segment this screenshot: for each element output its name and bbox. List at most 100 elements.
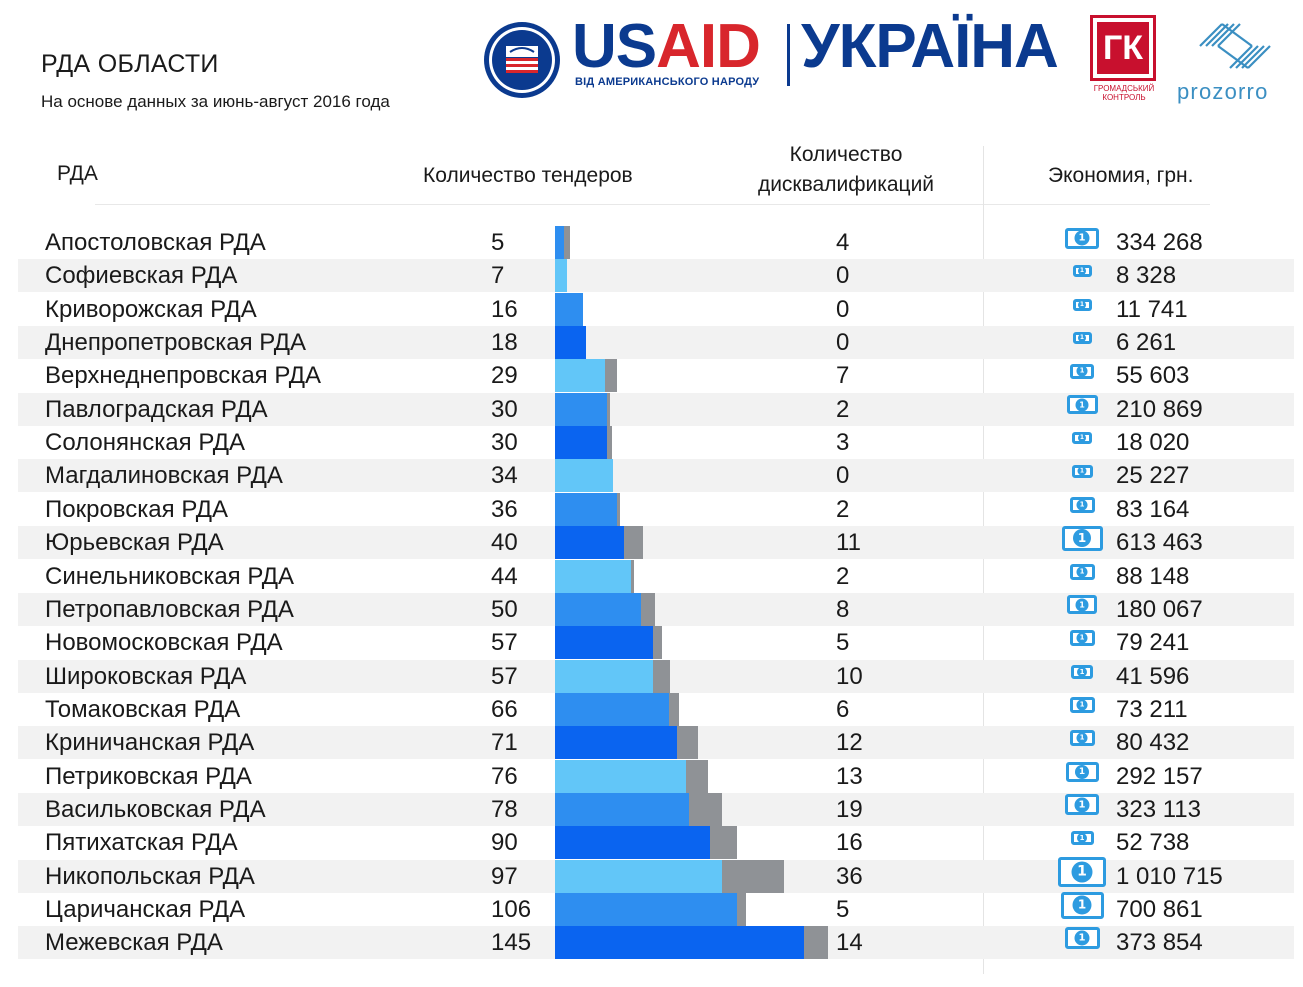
money-bill-icon: 1 <box>1072 298 1092 311</box>
column-header-disqualifications-line2: дисквалификаций <box>757 173 935 196</box>
disqualifications-count: 2 <box>836 562 850 590</box>
economy-value: 80 432 <box>1116 729 1190 757</box>
coin-icon: 1 <box>1073 529 1091 548</box>
tenders-bar <box>555 826 710 860</box>
economy-value: 373 854 <box>1116 929 1203 957</box>
tenders-bar <box>555 759 686 793</box>
rda-name: Покровская РДА <box>45 495 228 523</box>
disqualifications-count: 12 <box>836 729 863 757</box>
money-bill-icon: 1 <box>1064 927 1100 950</box>
economy-column-divider <box>983 146 984 974</box>
money-bill-icon: 1 <box>1069 696 1095 713</box>
disqualifications-bar <box>563 226 571 259</box>
coin-icon: 1 <box>1075 764 1089 779</box>
disqualifications-count: 2 <box>836 395 850 423</box>
economy-value: 292 157 <box>1116 762 1203 790</box>
disqualifications-bar <box>653 659 671 693</box>
disqualifications-count: 5 <box>836 896 850 923</box>
coin-icon: 1 <box>1074 230 1090 246</box>
rda-name: Петриковская РДА <box>45 762 252 790</box>
disqualifications-bar <box>606 426 612 460</box>
gk-logo: ГК <box>1090 15 1156 81</box>
table-row: Магдалиновская РДА 34 0 1 25 227 <box>18 459 1294 493</box>
page-title: РДА ОБЛАСТИ <box>41 50 219 78</box>
tenders-bar <box>555 459 614 493</box>
economy-value: 25 227 <box>1116 462 1190 490</box>
coin-icon: 1 <box>1074 930 1090 946</box>
tenders-count: 40 <box>491 529 518 557</box>
disqualifications-bar <box>668 692 679 726</box>
economy-value: 18 020 <box>1116 429 1190 457</box>
table-row: Васильковская РДА 78 19 1 323 113 <box>18 792 1294 826</box>
disqualifications-count: 13 <box>836 762 863 790</box>
rda-name: Новомосковская РДА <box>45 629 283 657</box>
rda-name: Апостоловская РДА <box>45 229 266 256</box>
economy-value: 52 738 <box>1116 829 1190 857</box>
disqualifications-count: 36 <box>836 862 863 890</box>
column-header-disqualifications: Количество дисквалификаций <box>746 140 946 200</box>
rda-name: Днепропетровская РДА <box>45 329 306 357</box>
disqualifications-bar <box>641 592 655 626</box>
coin-icon: 1 <box>1076 699 1088 711</box>
table-row: Межевская РДА 145 14 1 373 854 <box>18 926 1294 960</box>
tenders-count: 97 <box>491 862 518 890</box>
tenders-bar <box>555 592 641 626</box>
tenders-count: 66 <box>491 695 518 723</box>
tenders-count: 57 <box>491 662 518 690</box>
tenders-count: 106 <box>491 896 532 923</box>
tenders-count: 44 <box>491 562 518 590</box>
economy-value: 88 148 <box>1116 562 1190 590</box>
disqualifications-count: 7 <box>836 362 850 390</box>
money-bill-icon: 1 <box>1069 730 1095 747</box>
tenders-count: 16 <box>491 295 518 323</box>
tenders-bar <box>555 359 605 393</box>
money-bill-icon: 1 <box>1065 761 1099 782</box>
tenders-bar <box>555 326 586 360</box>
tenders-count: 50 <box>491 595 518 623</box>
column-header-disqualifications-line1: Количество <box>789 143 903 166</box>
column-header-economy: Экономия, грн. <box>1048 164 1194 187</box>
money-bill-icon: 1 <box>1065 794 1099 816</box>
coin-icon: 1 <box>1072 895 1092 915</box>
tenders-count: 71 <box>491 729 518 757</box>
disqualifications-bar <box>606 392 611 426</box>
coin-icon: 1 <box>1078 267 1086 276</box>
rda-name: Петропавловская РДА <box>45 595 294 623</box>
table-row: Верхнеднепровская РДА 29 7 1 55 603 <box>18 359 1294 393</box>
coin-icon: 1 <box>1076 499 1088 511</box>
money-bill-icon: 1 <box>1058 856 1106 887</box>
tenders-count: 34 <box>491 462 518 490</box>
disqualifications-count: 5 <box>836 629 850 657</box>
disqualifications-count: 0 <box>836 295 850 323</box>
header-divider <box>95 204 1210 205</box>
table-row: Софиевская РДА 7 0 1 8 328 <box>18 259 1294 293</box>
table-row: Покровская РДА 36 2 1 83 164 <box>18 492 1294 526</box>
coin-icon: 1 <box>1071 861 1093 883</box>
logo-divider <box>787 24 790 86</box>
disqualifications-count: 16 <box>836 829 863 857</box>
disqualifications-count: 19 <box>836 795 863 823</box>
tenders-count: 5 <box>491 229 505 256</box>
disqualifications-count: 11 <box>836 529 861 557</box>
coin-icon: 1 <box>1075 598 1089 612</box>
economy-value: 700 861 <box>1116 896 1203 923</box>
tenders-bar <box>555 426 607 460</box>
money-bill-icon: 1 <box>1067 595 1097 615</box>
rda-name: Межевская РДА <box>45 929 223 957</box>
tenders-bar <box>555 526 624 560</box>
table-row: Петриковская РДА 76 13 1 292 157 <box>18 759 1294 793</box>
rda-name: Юрьевская РДА <box>45 529 224 557</box>
rda-name: Царичанская РДА <box>45 896 246 923</box>
disqualifications-count: 6 <box>836 695 850 723</box>
column-header-rda: РДА <box>57 162 98 185</box>
disqualifications-count: 2 <box>836 495 850 523</box>
tenders-bar <box>555 226 564 259</box>
tenders-bar <box>555 692 669 726</box>
economy-value: 613 463 <box>1116 529 1203 557</box>
disqualifications-count: 0 <box>836 462 850 490</box>
disqualifications-bar <box>804 926 829 960</box>
tenders-count: 30 <box>491 429 518 457</box>
rda-name: Софиевская РДА <box>45 262 238 290</box>
usaid-seal-logo <box>484 22 560 98</box>
rda-name: Магдалиновская РДА <box>45 462 283 490</box>
